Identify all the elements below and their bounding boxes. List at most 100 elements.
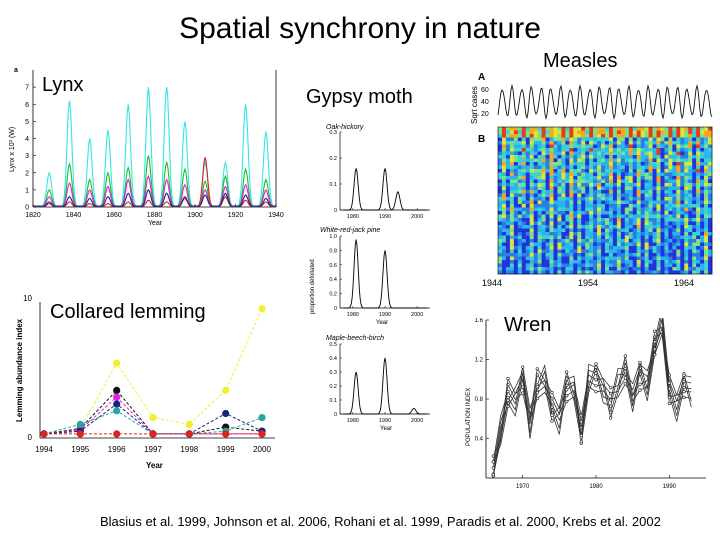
measles-heat-cell [616,235,622,240]
measles-heat-cell [656,211,661,215]
measles-heat-cell [589,232,594,236]
measles-heat-cell [498,221,503,226]
measles-heat-cell [533,172,538,177]
measles-heat-cell [668,130,673,135]
measles-heat-cell [620,158,626,163]
measles-heat-cell [553,228,558,233]
measles-heat-cell [561,155,566,159]
measles-heat-cell [628,158,634,163]
measles-heat-cell [597,148,602,152]
measles-heat-cell [660,270,665,275]
measles-heat-cell [581,270,586,275]
measles-heat-cell [616,214,622,219]
measles-heat-cell [581,225,586,229]
measles-heat-cell [597,211,602,215]
measles-heat-cell [593,225,598,229]
measles-heat-cell [549,179,554,184]
measles-heat-cell [509,190,515,194]
measles-heat-cell [505,165,511,170]
measles-heat-cell [696,225,701,229]
measles-heat-cell [565,158,570,163]
measles-heat-cell [521,235,527,240]
measles-heat-cell [652,256,657,261]
measles-heat-cell [648,165,653,170]
measles-heat-cell [521,155,527,159]
wren-point [550,413,554,417]
measles-ytick-40: 40 [481,99,489,106]
measles-heat-cell [581,197,586,201]
measles-heat-cell [589,225,594,229]
measles-heat-cell [676,141,681,145]
measles-heat-cell [664,158,669,163]
measles-heat-cell [601,179,606,184]
measles-heat-cell [517,148,523,152]
measles-heat-cell [513,242,519,247]
measles-heat-cell [541,249,546,254]
measles-heat-cell [652,151,657,156]
measles-heat-cell [696,169,701,173]
measles-heat-cell [569,218,574,222]
measles-heat-cell [589,144,594,149]
measles-heat-cell [549,239,554,243]
measles-heat-cell [616,228,622,233]
measles-heat-cell [557,186,562,191]
measles-heat-cell [704,214,709,219]
measles-heat-cell [708,186,713,191]
measles-heat-cell [656,270,661,275]
measles-heat-cell [688,207,693,212]
measles-heat-cell [652,246,657,250]
wren-point [579,420,583,424]
measles-heat-cell [513,169,519,173]
measles-heat-cell [561,169,566,173]
measles-heat-cell [652,221,657,226]
measles-heat-cell [581,253,586,257]
measles-heat-cell [660,228,665,233]
measles-heat-cell [608,242,614,247]
measles-heat-cell [688,197,693,201]
measles-heat-cell [577,183,582,187]
measles-heat-cell [521,148,527,152]
measles-heat-cell [533,214,538,219]
measles-heat-cell [505,162,511,166]
measles-heat-cell [692,204,697,208]
wren-point [521,365,525,369]
wren-point [609,398,613,402]
wren-point [653,329,657,333]
measles-heat-cell [498,263,503,268]
measles-heat-cell [525,141,530,145]
measles-heat-cell [513,246,519,250]
measles-heat-cell [589,197,594,201]
wren-point [682,389,686,394]
measles-heat-cell [557,218,562,222]
measles-heat-cell [537,263,542,268]
measles-heat-cell [668,169,673,173]
measles-heat-cell [620,155,626,159]
measles-heat-cell [581,218,586,222]
measles-heat-cell [660,137,665,142]
lemming-xtick-label: 1994 [35,445,53,454]
measles-heat-cell [537,225,542,229]
measles-heat-cell [533,249,538,254]
measles-heat-cell [605,179,610,184]
measles-heat-cell [557,207,562,212]
measles-heat-cell [692,148,697,152]
measles-heat-cell [545,197,550,201]
measles-heat-cell [521,183,527,187]
measles-heat-cell [549,221,554,226]
measles-heat-cell [545,232,550,236]
lynx-ytick-label: 5 [25,119,29,126]
measles-heat-cell [501,253,507,257]
measles-heat-cell [561,179,566,184]
measles-heat-cell [696,127,701,131]
measles-heat-cell [565,165,570,170]
measles-heat-cell [616,218,622,222]
lemming-point-magenta [113,393,121,401]
measles-heat-cell [521,214,527,219]
measles-heat-cell [513,225,519,229]
measles-heat-cell [498,228,503,233]
measles-heat-cell [708,179,713,184]
measles-heat-cell [612,144,618,149]
wren-point [550,396,554,401]
measles-heat-cell [648,151,653,156]
measles-heat-cell [692,218,697,222]
